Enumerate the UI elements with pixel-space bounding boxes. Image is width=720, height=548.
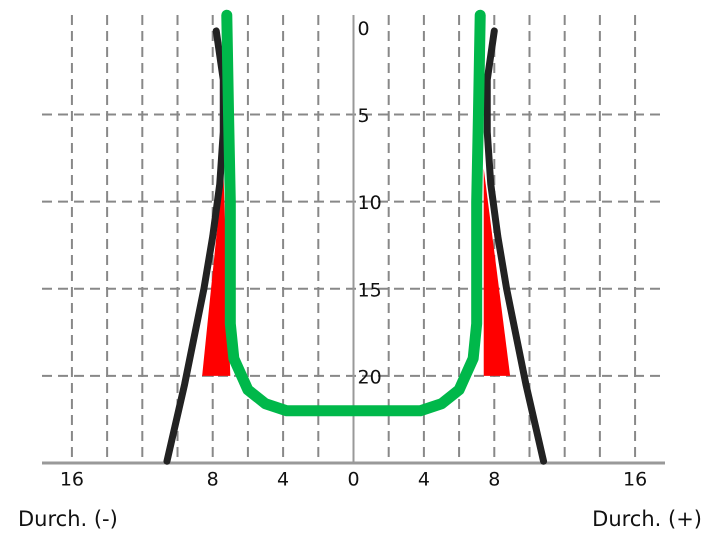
x-label-left: Durch. (-) (18, 507, 118, 531)
x-tick-label: 16 (60, 469, 84, 491)
x-tick-label: 16 (623, 469, 647, 491)
x-tick-label: 4 (418, 469, 430, 491)
region (202, 168, 231, 376)
region (483, 168, 511, 376)
curve (221, 9, 486, 417)
y-tick-label: 5 (358, 105, 370, 127)
x-tick-label: 8 (488, 469, 500, 491)
y-tick-label: 0 (358, 18, 370, 40)
x-label-right: Durch. (+) (592, 507, 702, 531)
y-tick-label: 10 (358, 192, 382, 214)
y-tick-label: 20 (358, 366, 382, 388)
x-tick-label: 4 (277, 469, 289, 491)
curve (163, 27, 227, 465)
x-tick-label: 0 (347, 469, 359, 491)
curve (483, 27, 548, 465)
y-tick-label: 15 (358, 279, 382, 301)
x-tick-label: 8 (207, 469, 219, 491)
